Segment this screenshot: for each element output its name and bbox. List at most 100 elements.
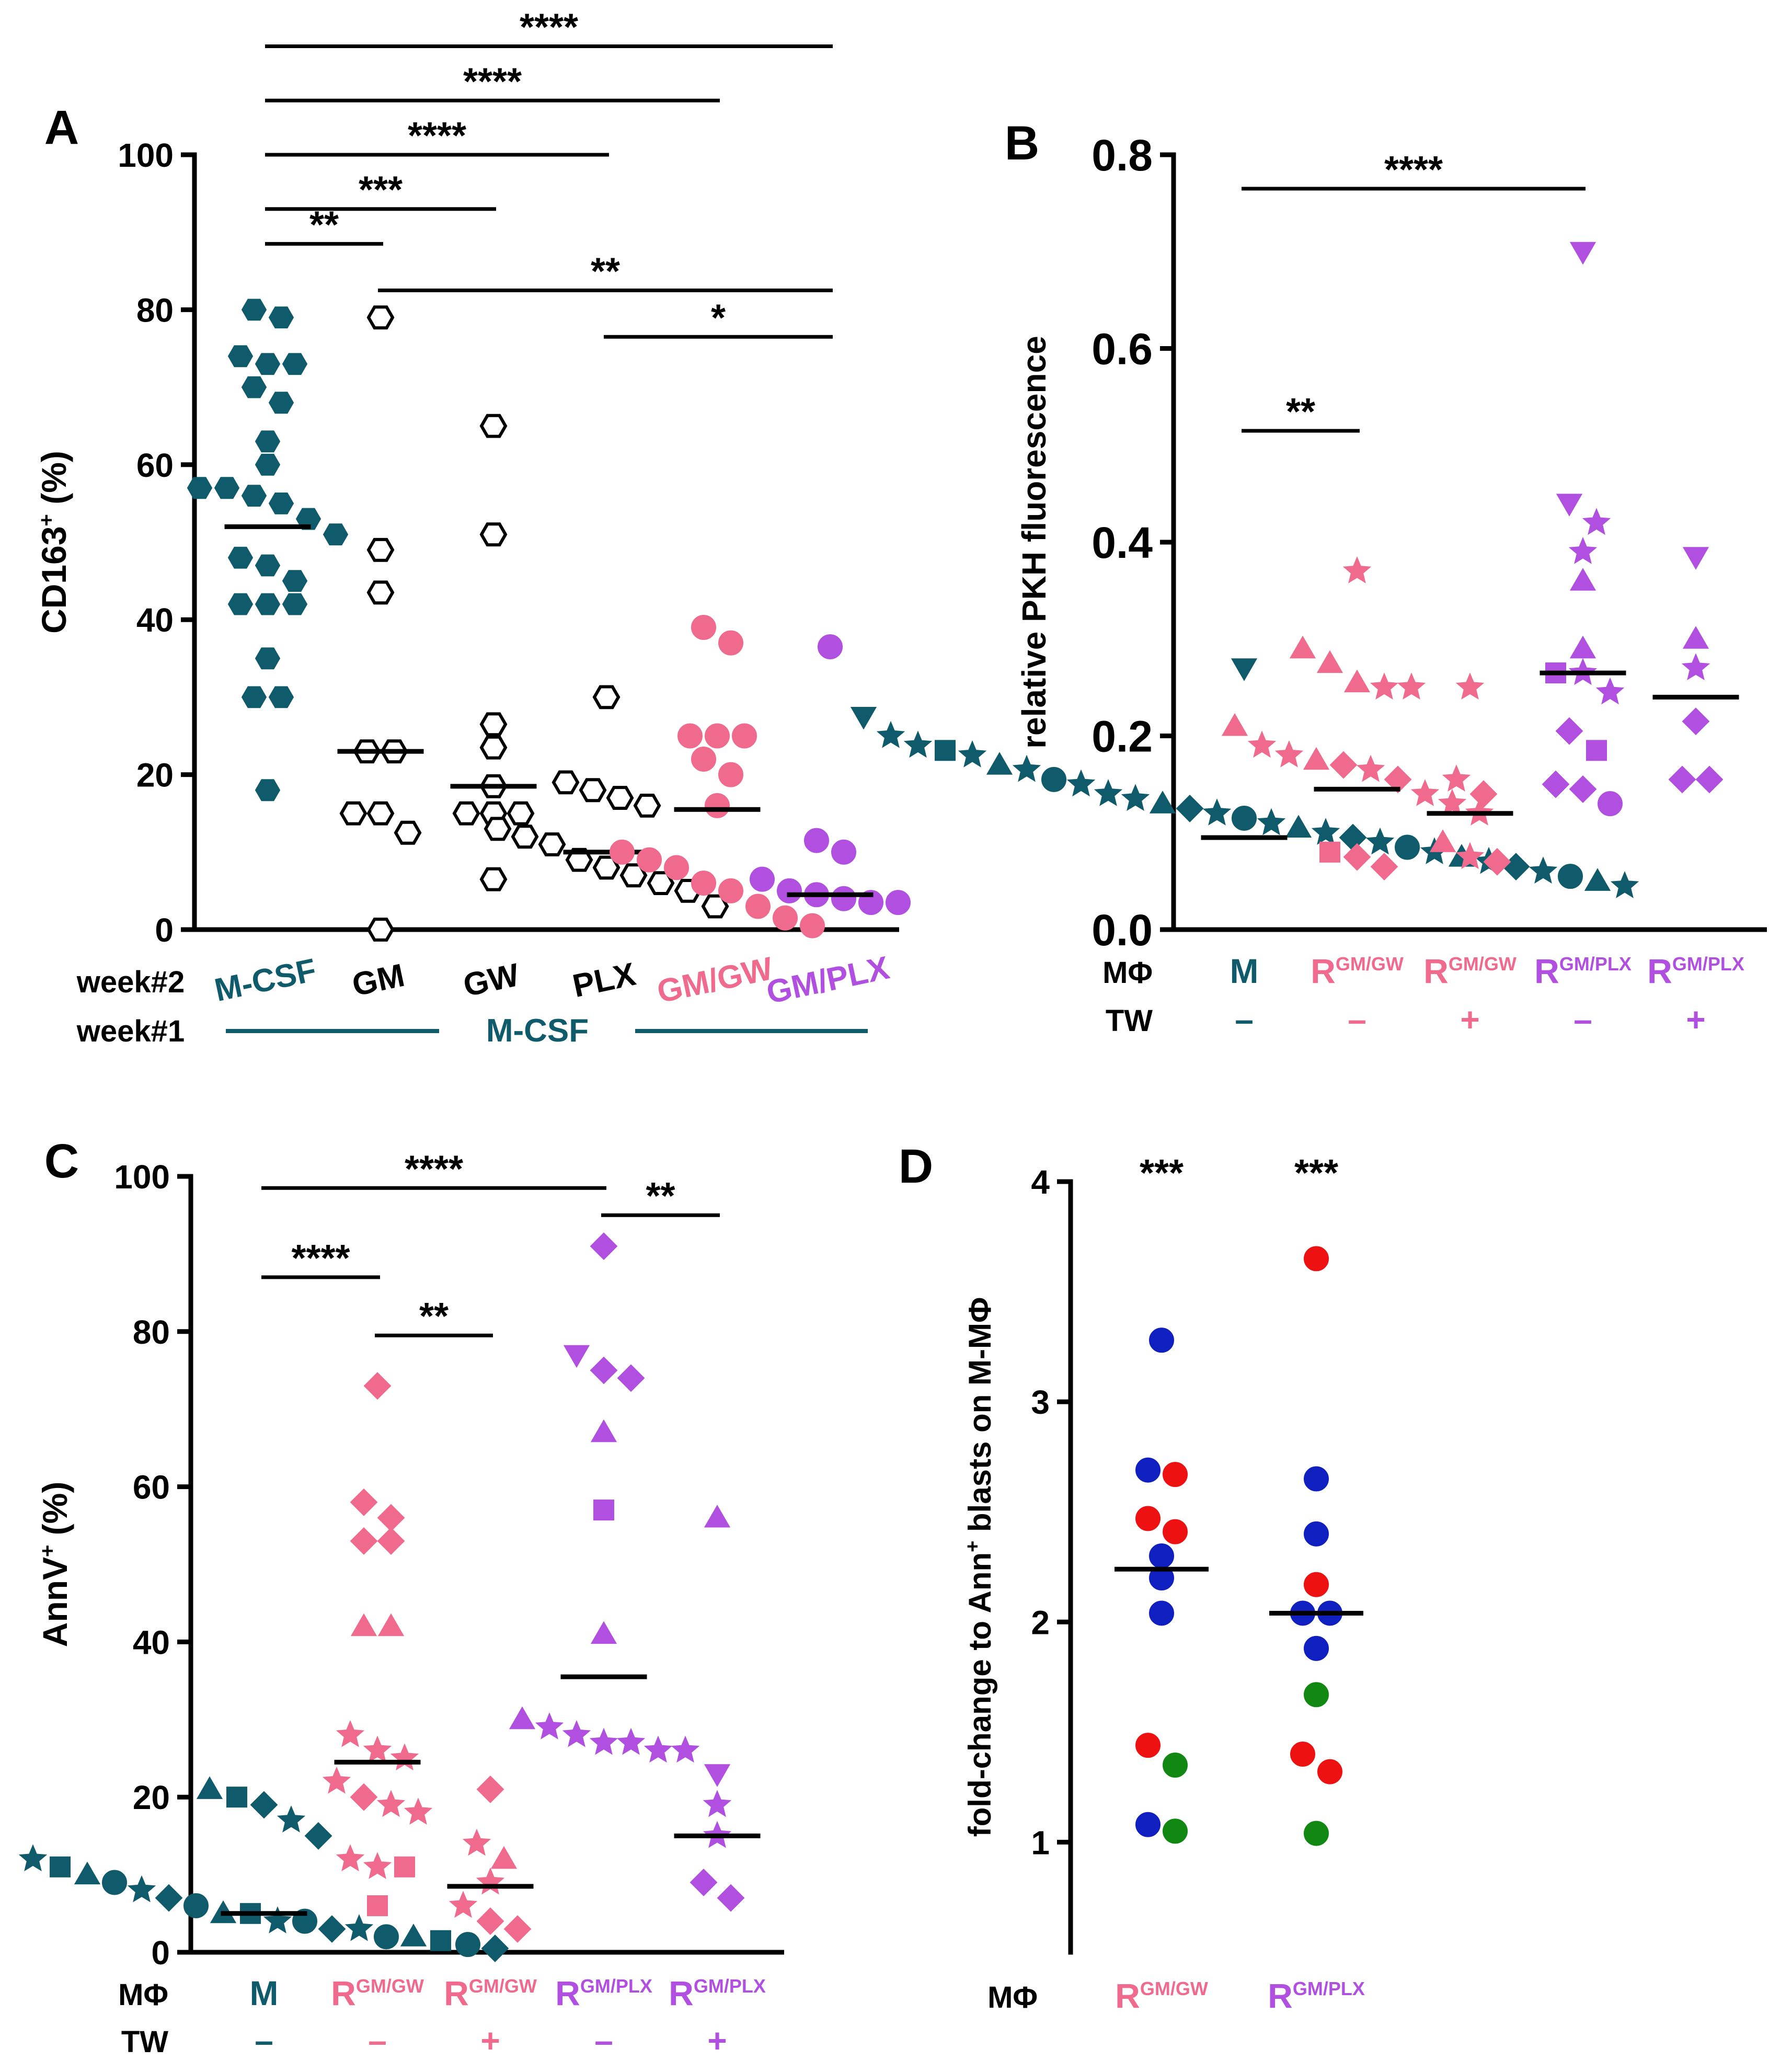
significance-stars: **** [463,61,522,102]
data-point [1311,818,1340,845]
data-point [1469,780,1498,808]
data-point [592,685,621,709]
data-point [1682,707,1710,736]
tw-label: + [480,2022,500,2059]
group-label: PLX [570,956,639,1005]
data-point [344,1914,374,1941]
data-point [1586,740,1607,761]
panel-label: C [44,1135,79,1188]
data-point [590,1232,618,1261]
data-point [1290,1741,1315,1767]
row-label-tw: TW [1106,1004,1153,1038]
data-point [336,1720,365,1747]
data-point [691,871,716,896]
data-point [1343,669,1371,693]
data-point [732,723,757,749]
data-point [1163,1818,1188,1844]
significance-stars: ** [591,250,620,292]
data-point [322,1766,351,1794]
y-tick-label: 20 [136,757,174,794]
group-label: M [250,1974,279,2012]
y-tick-label: 0.2 [1092,712,1153,761]
data-point [850,707,877,730]
significance-stars: **** [405,1148,463,1190]
data-point [255,593,281,615]
data-point [479,522,508,547]
data-point [268,306,294,329]
group-label: RGM/PLX [1534,952,1632,990]
group-label: M [1230,952,1259,990]
data-point [1257,808,1286,835]
data-point [277,1805,306,1833]
tw-label: – [1348,1001,1366,1038]
data-point [1555,717,1583,745]
data-point [339,801,367,826]
y-axis-label: CD163+ (%) [35,451,73,634]
data-point [1442,764,1471,792]
data-point [1370,853,1398,881]
data-point [263,1906,292,1933]
data-point [255,554,281,577]
data-point [1569,568,1596,591]
row-label-week1: week#1 [76,1014,185,1048]
data-point [377,1504,405,1532]
y-tick-label: 0.8 [1092,131,1153,180]
data-point [455,1932,480,1957]
data-point [1329,751,1358,779]
data-point [268,493,294,514]
data-point [958,740,987,768]
data-point [804,828,829,853]
data-point [511,825,539,849]
data-point [777,878,802,903]
data-point [484,817,512,841]
y-tick-label: 0 [151,1934,170,1972]
tw-label: – [255,2022,273,2059]
data-point [102,1870,127,1895]
data-point [363,1852,392,1879]
data-point [704,1505,731,1528]
row-label-mphi: MΦ [118,1978,168,2012]
data-point [610,839,635,865]
data-point [187,477,213,499]
group-label: GW [460,957,522,1004]
data-point [718,878,743,903]
data-point [590,1419,617,1443]
y-tick-label: 0.0 [1092,906,1153,955]
data-point [1370,672,1399,700]
data-point [1455,672,1485,700]
data-point [1695,765,1724,794]
data-point [552,770,580,795]
data-point [690,1868,718,1896]
data-point [255,647,281,670]
data-point [282,570,308,592]
data-point [366,537,395,562]
data-point [579,778,607,803]
data-point [1274,740,1304,768]
data-point [538,832,566,856]
data-point [1149,1600,1174,1626]
data-point [350,1613,377,1636]
y-tick-label: 40 [133,1623,170,1661]
data-point [507,801,535,826]
data-point [831,886,856,911]
data-point [241,485,267,507]
data-point [1135,1457,1161,1483]
data-point [479,867,508,891]
significance-stars: **** [520,7,578,49]
data-point [1041,766,1066,792]
data-point [476,1867,505,1895]
data-point [773,905,798,931]
y-tick-label: 4 [1031,1163,1050,1201]
week1-label: M-CSF [486,1013,589,1049]
data-point [127,1875,156,1903]
y-tick-label: 40 [136,601,174,639]
data-point [394,820,422,845]
data-point [704,1764,731,1787]
data-point [1529,856,1558,884]
group-label: GM [349,957,408,1003]
y-axis-label: relative PKH fluorescence [1015,336,1053,749]
group-label: RGM/PLX [1647,952,1744,990]
data-point [350,1488,378,1516]
data-point [705,793,730,818]
